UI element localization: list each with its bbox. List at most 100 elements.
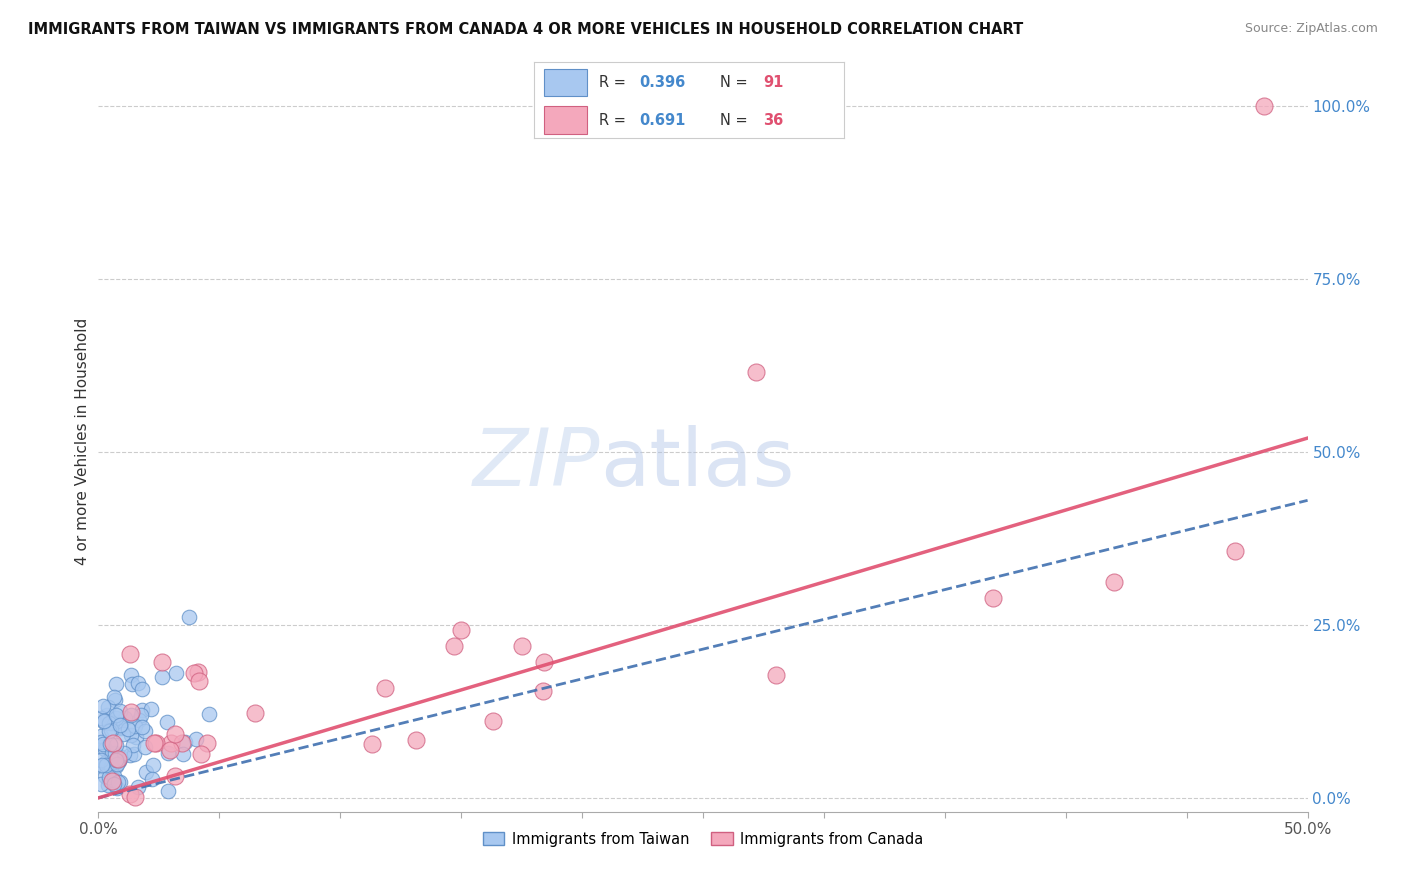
Point — [165, 666, 187, 681]
Point — [125, 731, 148, 745]
Point — [177, 609, 200, 624]
Point — [103, 746, 125, 760]
Point — [361, 737, 384, 751]
Point — [118, 748, 141, 763]
Point — [90, 777, 112, 791]
Point — [156, 714, 179, 729]
Point — [107, 752, 129, 766]
Point — [108, 704, 131, 718]
Point — [745, 365, 768, 379]
Point — [141, 772, 163, 786]
Point — [98, 770, 121, 784]
Point — [91, 737, 114, 751]
Text: 91: 91 — [763, 75, 783, 90]
Point — [108, 720, 131, 734]
Point — [104, 693, 127, 707]
Point — [443, 639, 465, 653]
Point — [120, 668, 142, 682]
Point — [131, 720, 153, 734]
Point — [108, 775, 131, 789]
Point — [981, 591, 1004, 606]
Point — [94, 769, 117, 783]
Point — [91, 698, 114, 713]
Point — [90, 753, 112, 767]
Point — [1223, 543, 1246, 558]
Text: 36: 36 — [763, 112, 783, 128]
Point — [129, 708, 152, 723]
Point — [100, 716, 122, 731]
Point — [124, 747, 146, 761]
Point — [97, 723, 120, 738]
Point — [512, 639, 534, 653]
Point — [114, 746, 136, 760]
Point — [93, 715, 115, 730]
Point — [134, 724, 156, 739]
Text: 0.691: 0.691 — [640, 112, 686, 128]
Point — [187, 673, 209, 688]
Point — [93, 714, 115, 728]
Point — [101, 714, 124, 729]
Point — [124, 719, 146, 733]
Point — [100, 760, 122, 774]
Point — [94, 755, 117, 769]
Point — [531, 684, 554, 698]
Point — [124, 790, 146, 805]
Point — [97, 699, 120, 714]
Point — [195, 735, 218, 749]
Text: R =: R = — [599, 75, 631, 90]
Point — [90, 735, 112, 749]
Point — [108, 718, 131, 732]
Point — [98, 715, 121, 730]
Point — [105, 753, 128, 767]
Point — [172, 747, 194, 762]
Point — [114, 710, 136, 724]
Point — [103, 772, 125, 787]
Point — [128, 713, 150, 727]
Point — [482, 714, 505, 729]
Point — [135, 764, 157, 779]
Point — [190, 747, 212, 762]
Point — [533, 655, 555, 669]
Point — [145, 735, 167, 749]
Point — [90, 729, 112, 743]
Point — [120, 728, 142, 742]
Point — [98, 772, 121, 787]
Point — [157, 747, 180, 761]
Point — [131, 682, 153, 697]
Point — [187, 665, 209, 680]
Point — [134, 739, 156, 754]
Point — [183, 666, 205, 681]
Point — [160, 735, 183, 749]
FancyBboxPatch shape — [544, 106, 586, 134]
Point — [107, 754, 129, 768]
Point — [131, 703, 153, 717]
Point — [105, 677, 128, 691]
Point — [245, 706, 267, 720]
Point — [121, 705, 143, 719]
Point — [121, 677, 143, 691]
Point — [118, 788, 141, 802]
Point — [127, 780, 149, 795]
Point — [90, 711, 112, 725]
Point — [90, 758, 112, 772]
Point — [120, 707, 142, 722]
Point — [142, 757, 165, 772]
FancyBboxPatch shape — [544, 69, 586, 95]
Point — [142, 735, 165, 749]
Point — [105, 757, 128, 772]
Point — [103, 777, 125, 791]
Point — [101, 748, 124, 763]
Point — [105, 780, 128, 795]
Text: atlas: atlas — [600, 425, 794, 503]
Point — [94, 742, 117, 756]
Point — [141, 702, 163, 716]
Point — [101, 746, 124, 760]
Point — [107, 753, 129, 767]
Point — [91, 757, 114, 772]
Point — [184, 731, 207, 746]
Point — [159, 743, 181, 757]
Text: R =: R = — [599, 112, 631, 128]
Point — [198, 707, 221, 722]
Point — [110, 749, 132, 764]
Point — [1102, 575, 1125, 590]
